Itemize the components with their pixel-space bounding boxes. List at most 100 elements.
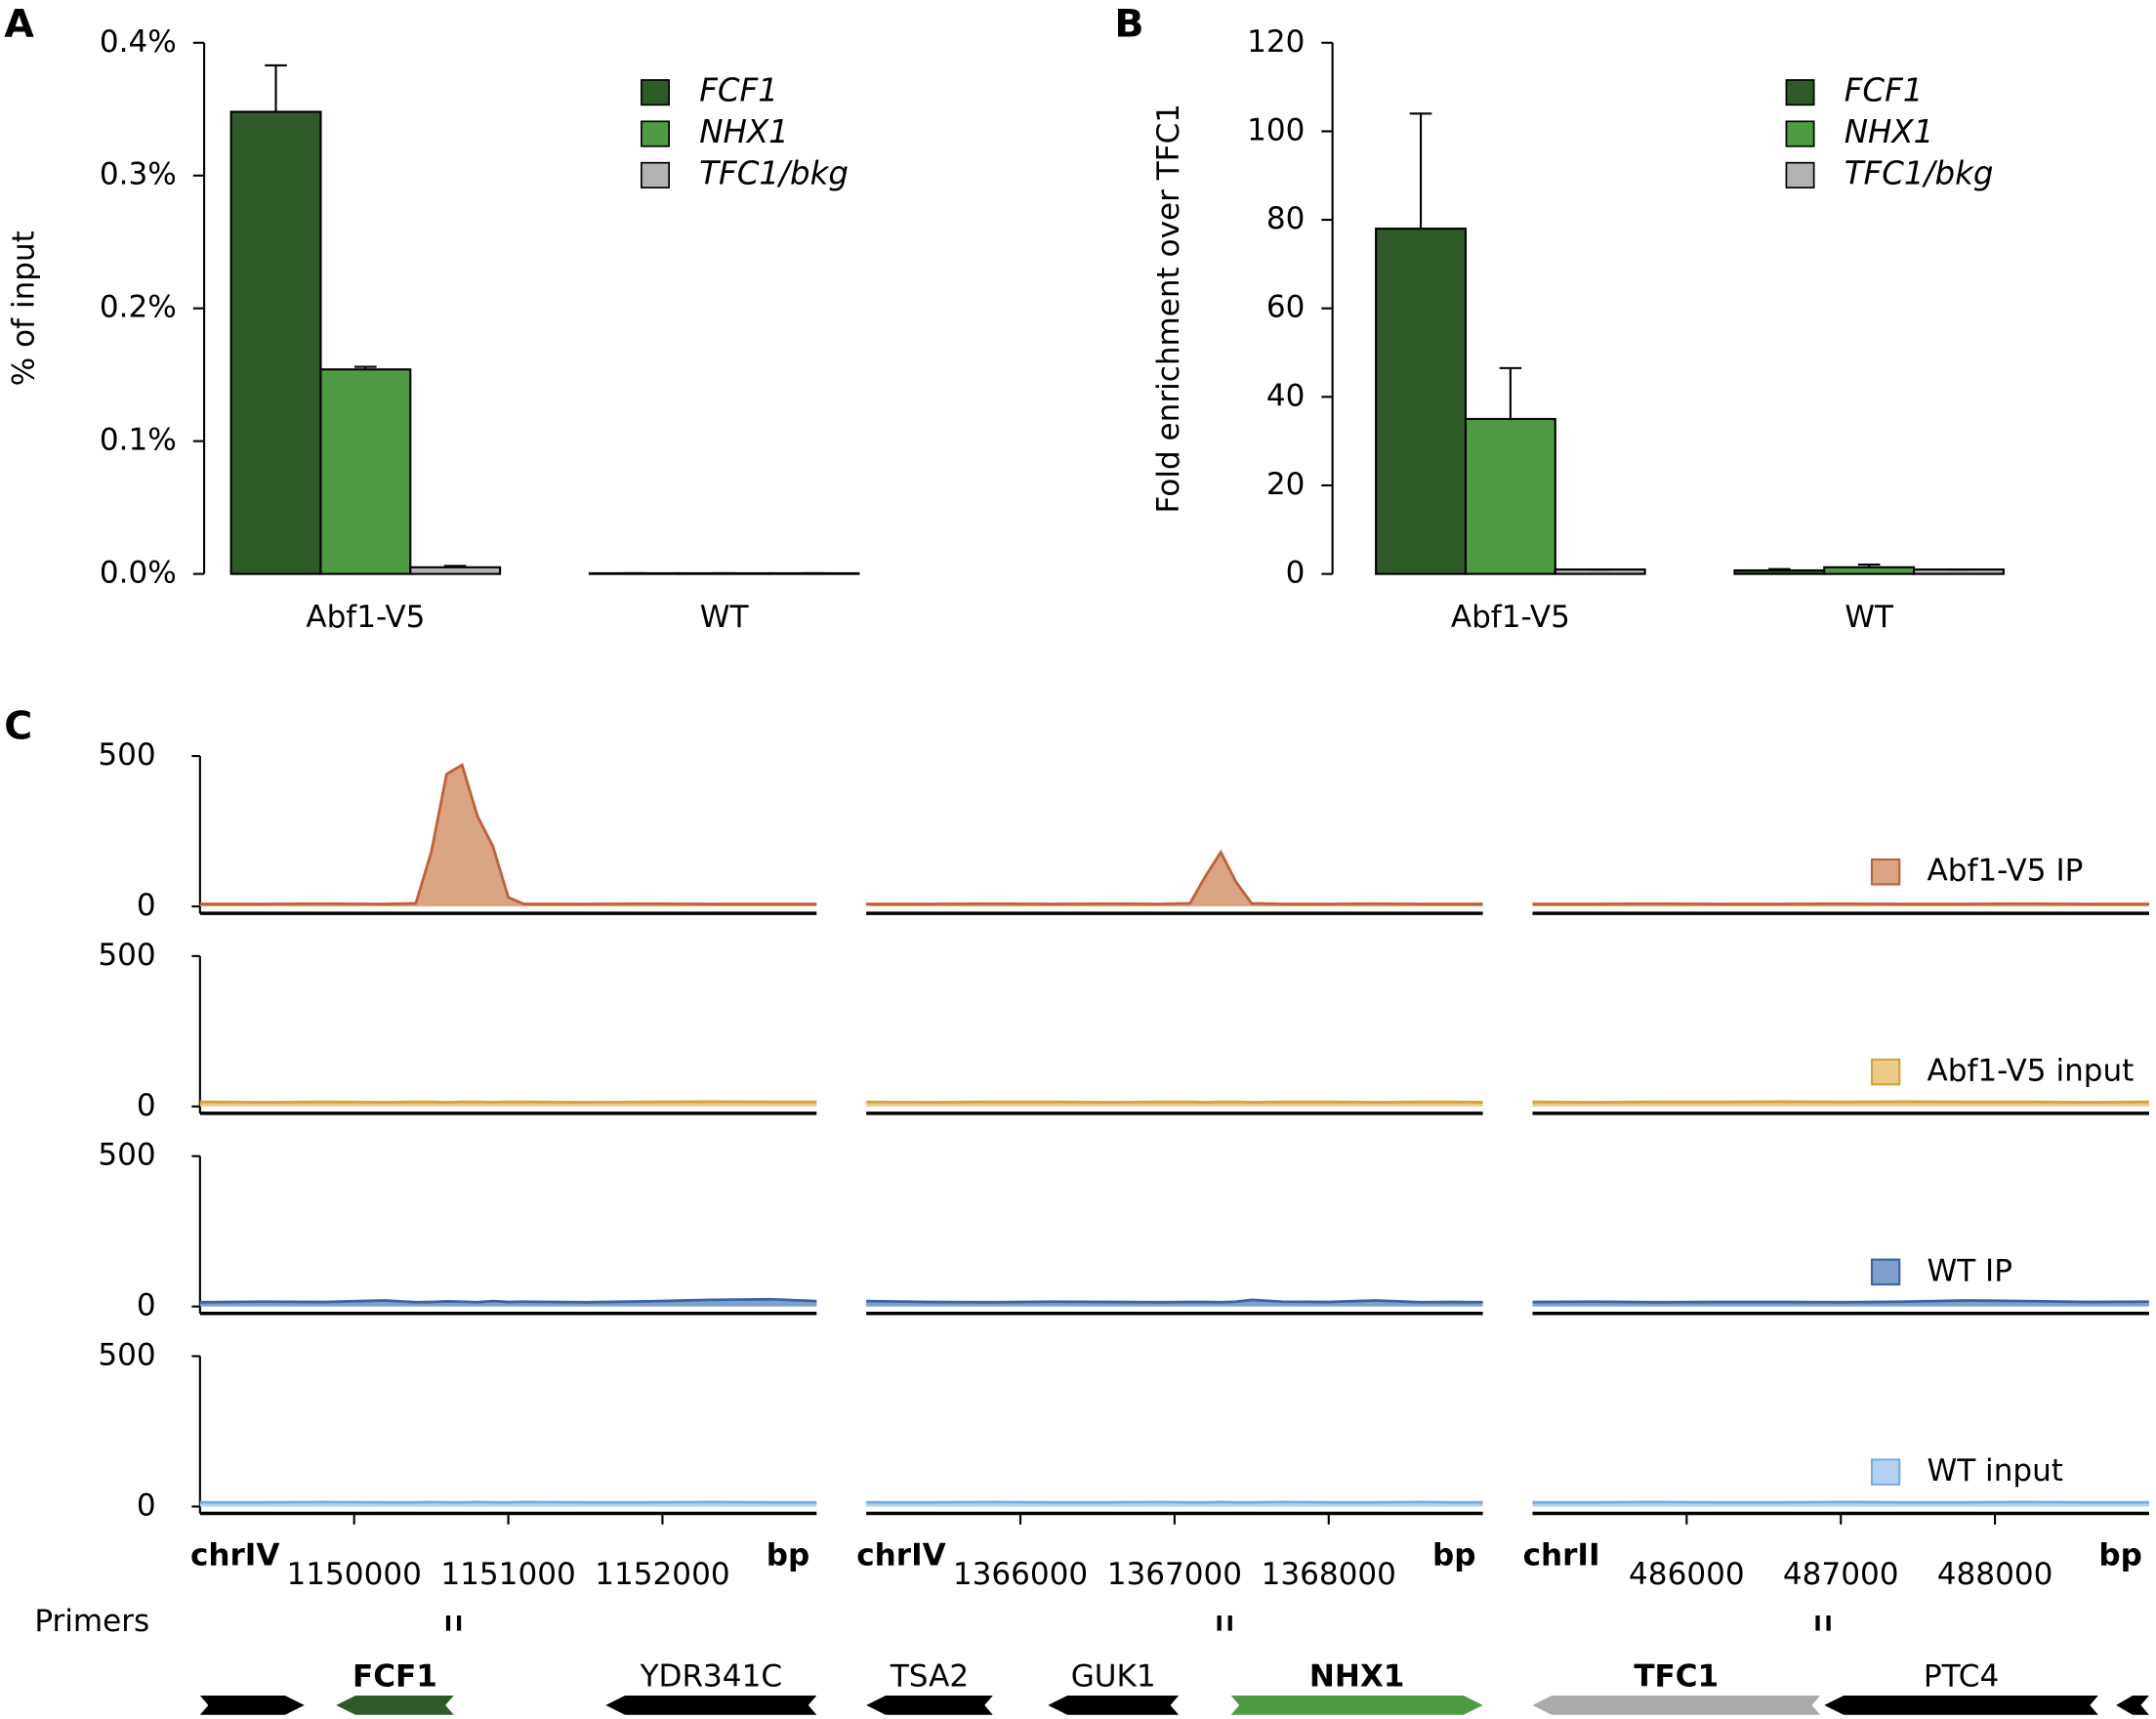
x-tick-label: 1152000 bbox=[595, 1557, 729, 1592]
y-tick-label: 40 bbox=[1266, 378, 1306, 413]
x-tick-label: WT bbox=[700, 600, 750, 635]
y-tick-label: 0 bbox=[137, 888, 156, 923]
y-tick-label: 500 bbox=[98, 737, 155, 773]
gene bbox=[336, 1695, 454, 1715]
legend-label: Abf1-V5 input bbox=[1927, 1054, 2134, 1089]
legend-swatch bbox=[641, 161, 670, 189]
y-tick-label: 80 bbox=[1266, 201, 1306, 236]
y-tick-label: 0 bbox=[1286, 556, 1306, 591]
bar bbox=[319, 368, 412, 575]
legend-swatch bbox=[1785, 79, 1815, 106]
track-line bbox=[199, 763, 817, 905]
legend-swatch bbox=[641, 79, 670, 106]
y-tick-label: 20 bbox=[1266, 467, 1306, 502]
legend-swatch bbox=[641, 120, 670, 147]
x-tick-label: Abf1-V5 bbox=[306, 600, 425, 635]
legend-swatch bbox=[1785, 161, 1815, 189]
gene-label: NHX1 bbox=[1309, 1659, 1405, 1695]
legend-label: TFC1/bkg bbox=[1845, 154, 1994, 191]
legend-label: Abf1-V5 IP bbox=[1927, 854, 2083, 889]
gene-label: YDR341C bbox=[640, 1659, 782, 1695]
bar bbox=[409, 566, 502, 575]
gene-label: TSA2 bbox=[890, 1659, 969, 1695]
y-tick-label: 0.3% bbox=[100, 157, 177, 192]
y-tick-label: 0 bbox=[137, 1488, 156, 1523]
legend-swatch bbox=[1870, 1258, 1901, 1286]
track-area bbox=[199, 765, 817, 907]
y-tick-label: 0 bbox=[137, 1288, 156, 1323]
panel-label: A bbox=[4, 1, 34, 46]
track-area bbox=[866, 852, 1483, 907]
legend-swatch bbox=[1870, 1058, 1901, 1086]
gene bbox=[2116, 1695, 2149, 1715]
y-tick-label: 0.1% bbox=[100, 423, 177, 458]
gene-label: PTC4 bbox=[1924, 1659, 1999, 1695]
gene bbox=[1532, 1695, 1821, 1715]
panel-label: C bbox=[4, 703, 32, 748]
y-tick-label: 60 bbox=[1266, 290, 1306, 325]
gene bbox=[866, 1695, 993, 1715]
panel-label: B bbox=[1114, 1, 1143, 46]
error-bar bbox=[265, 63, 287, 112]
bar bbox=[1464, 417, 1556, 575]
y-tick-label: 100 bbox=[1247, 112, 1305, 147]
x-tick-label: 488000 bbox=[1937, 1557, 2053, 1592]
legend-label: FCF1 bbox=[1845, 72, 1924, 109]
primers-label: Primers bbox=[34, 1604, 149, 1639]
gene bbox=[1230, 1695, 1483, 1715]
track-line bbox=[199, 1100, 817, 1104]
legend-swatch bbox=[1785, 120, 1815, 147]
x-tick-label: WT bbox=[1845, 600, 1894, 635]
x-tick-label: 1367000 bbox=[1107, 1557, 1242, 1592]
bar bbox=[1375, 228, 1468, 575]
bar bbox=[1733, 568, 1826, 575]
legend-swatch bbox=[1870, 1458, 1901, 1486]
y-tick-label: 0.0% bbox=[100, 556, 177, 591]
track-line bbox=[866, 849, 1483, 905]
error-bar bbox=[1499, 366, 1522, 419]
bar bbox=[1823, 566, 1916, 575]
legend-swatch bbox=[1870, 858, 1901, 886]
error-bar bbox=[1857, 564, 1881, 567]
chrom-label: chrII bbox=[1523, 1537, 1600, 1572]
y-axis-label: % of input bbox=[6, 231, 41, 386]
unit-label: bp bbox=[1432, 1537, 1475, 1572]
y-tick-label: 0.2% bbox=[100, 290, 177, 325]
y-tick-label: 500 bbox=[98, 938, 155, 973]
y-axis-label: Fold enrichment over TFC1 bbox=[1151, 104, 1186, 513]
x-tick-label: 486000 bbox=[1629, 1557, 1745, 1592]
legend-label: WT input bbox=[1927, 1453, 2062, 1488]
chrom-label: chrIV bbox=[856, 1537, 945, 1572]
gene bbox=[1824, 1695, 2098, 1715]
unit-label: bp bbox=[767, 1537, 809, 1572]
gene-label: FCF1 bbox=[352, 1659, 437, 1695]
track-line bbox=[1532, 1100, 2149, 1104]
y-tick-label: 120 bbox=[1247, 24, 1305, 60]
gene bbox=[199, 1695, 305, 1715]
error-bar bbox=[354, 365, 377, 370]
y-tick-label: 0 bbox=[137, 1088, 156, 1123]
x-tick-label: Abf1-V5 bbox=[1451, 600, 1570, 635]
chrom-label: chrIV bbox=[190, 1537, 279, 1572]
error-bar bbox=[1409, 112, 1432, 230]
gene bbox=[1048, 1695, 1180, 1715]
legend-label: NHX1 bbox=[1845, 113, 1934, 150]
gene-label: TFC1 bbox=[1634, 1659, 1719, 1695]
gene bbox=[605, 1695, 817, 1715]
track-line bbox=[866, 1298, 1483, 1304]
x-tick-label: 1368000 bbox=[1262, 1557, 1396, 1592]
legend-label: NHX1 bbox=[699, 113, 789, 150]
legend-label: TFC1/bkg bbox=[699, 154, 849, 191]
x-tick-label: 1366000 bbox=[953, 1557, 1088, 1592]
y-tick-label: 500 bbox=[98, 1338, 155, 1373]
error-bar bbox=[1768, 567, 1791, 570]
gene-label: GUK1 bbox=[1071, 1659, 1156, 1695]
y-tick-label: 0.4% bbox=[100, 24, 177, 60]
track-line bbox=[1532, 1299, 2149, 1304]
legend-label: FCF1 bbox=[699, 72, 778, 109]
unit-label: bp bbox=[2098, 1537, 2141, 1572]
y-tick-label: 500 bbox=[98, 1138, 155, 1173]
x-tick-label: 1151000 bbox=[440, 1557, 575, 1592]
